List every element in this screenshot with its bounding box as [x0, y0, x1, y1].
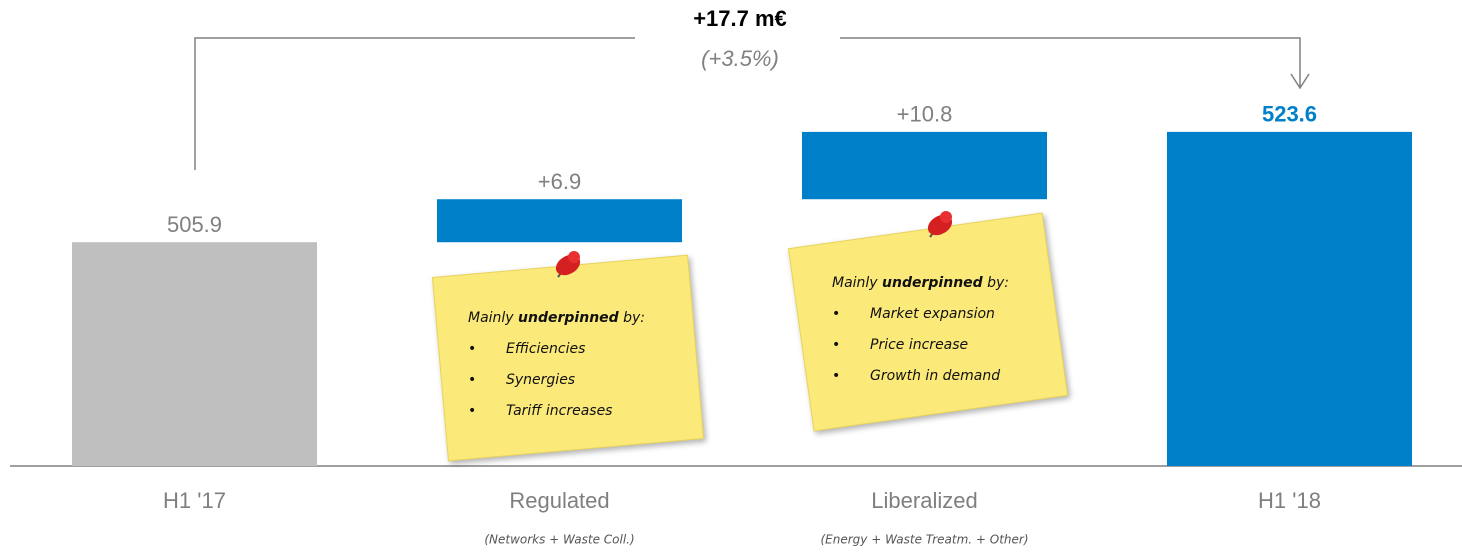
note-heading: Mainly underpinned by:: [832, 275, 1009, 291]
note-heading-part: Mainly: [468, 310, 518, 326]
note-paper: [787, 212, 1069, 432]
note-bullet: •: [832, 368, 840, 384]
bracket-arrow: [194, 37, 1310, 170]
note-item: Price increase: [870, 337, 968, 353]
note-item: Tariff increases: [506, 403, 612, 419]
bar: [437, 199, 682, 243]
category-note: (Networks + Waste Coll.): [484, 533, 634, 547]
bar: [1167, 131, 1412, 467]
note-item: Growth in demand: [870, 368, 1000, 384]
x-tick-label: H1 '18: [1258, 488, 1321, 513]
note-bullet: •: [832, 337, 840, 353]
bar: [802, 131, 1047, 200]
value-label: 523.6: [1262, 102, 1317, 127]
note-item: Synergies: [506, 372, 575, 388]
category-note: (Energy + Waste Treatm. + Other): [820, 533, 1028, 547]
note-heading-part: underpinned: [882, 275, 984, 291]
note-bullet: •: [468, 372, 476, 388]
bar: [72, 242, 317, 466]
x-tick-label: Liberalized: [871, 488, 977, 513]
note-bullet: •: [832, 306, 840, 322]
note-item: Market expansion: [870, 306, 995, 322]
note-heading-part: by:: [619, 310, 645, 326]
value-label: 505.9: [167, 212, 222, 237]
change-label: +17.7 m€: [693, 6, 787, 31]
note-heading: Mainly underpinned by:: [468, 310, 645, 326]
x-tick-label: Regulated: [509, 488, 609, 513]
sticky-note: Mainly underpinned by: • Market expansion •…: [787, 211, 1069, 432]
pin-top: [940, 211, 952, 223]
sticky-note: Mainly underpinned by: • Efficiencies • Syne…: [431, 251, 705, 462]
note-heading-part: Mainly: [832, 275, 882, 291]
value-label: +10.8: [897, 102, 953, 127]
note-bullet: •: [468, 341, 476, 357]
pin-top: [568, 251, 580, 263]
note-bullet: •: [468, 403, 476, 419]
change-percent: (+3.5%): [701, 46, 779, 71]
note-paper: [431, 254, 705, 462]
x-tick-label: H1 '17: [163, 488, 226, 513]
note-item: Efficiencies: [506, 341, 585, 357]
note-heading-part: by:: [983, 275, 1009, 291]
note-heading-part: underpinned: [518, 310, 620, 326]
value-label: +6.9: [538, 169, 581, 194]
